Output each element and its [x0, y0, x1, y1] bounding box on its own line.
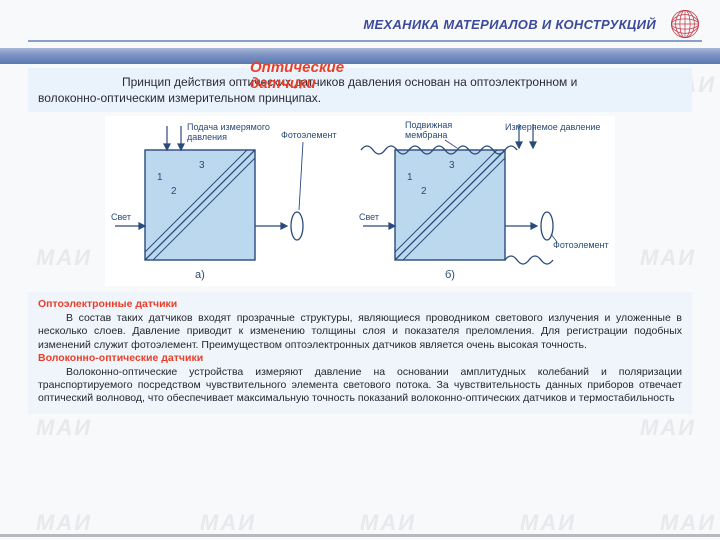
svg-text:Свет: Свет — [359, 212, 379, 222]
paragraph-1: В состав таких датчиков входят прозрачны… — [38, 312, 682, 351]
label-photoelement: Фотоэлемент — [281, 130, 337, 140]
header: МЕХАНИКА МАТЕРИАЛОВ И КОНСТРУКЦИЙ — [0, 0, 720, 48]
caption-a: а) — [195, 269, 205, 281]
svg-text:2: 2 — [171, 186, 177, 197]
svg-text:Фотоэлемент: Фотоэлемент — [553, 240, 609, 250]
svg-text:3: 3 — [199, 160, 205, 171]
label-measured-pressure: Измеряемое давление — [505, 122, 600, 132]
layer-label: 1 — [157, 172, 163, 183]
svg-text:3: 3 — [449, 160, 455, 171]
intro-block: Принцип действия оптических датчиков дав… — [28, 68, 692, 112]
logo-icon — [668, 7, 702, 41]
label-pressure-in: Подача измерямого — [187, 122, 270, 132]
header-title: МЕХАНИКА МАТЕРИАЛОВ И КОНСТРУКЦИЙ — [363, 17, 656, 32]
content: Принцип действия оптических датчиков дав… — [0, 68, 720, 414]
header-blue-bar — [0, 48, 720, 64]
body-block: Оптоэлектронные датчики В состав таких д… — [28, 292, 692, 414]
optical-sensor-diagram: 1 2 3 Подача измерямого давления Свет — [105, 116, 615, 286]
header-rule — [28, 40, 702, 42]
heading-1: Оптоэлектронные датчики — [38, 298, 177, 310]
intro-text2: волоконно-оптическим измерительном принц… — [38, 91, 321, 105]
page-title: Оптические датчики — [250, 60, 344, 92]
page-title-line1: Оптические — [250, 60, 344, 76]
svg-text:мембрана: мембрана — [405, 130, 447, 140]
label-membrane: Подвижная — [405, 120, 452, 130]
svg-text:2: 2 — [421, 186, 427, 197]
svg-text:1: 1 — [407, 172, 413, 183]
svg-text:давления: давления — [187, 132, 227, 142]
heading-2: Волоконно-оптические датчики — [38, 352, 203, 364]
intro-text: Принцип действия оптических датчиков дав… — [122, 75, 577, 89]
paragraph-2: Волоконно-оптические устройства измеряют… — [38, 366, 682, 405]
caption-b: б) — [445, 269, 455, 281]
label-light: Свет — [111, 212, 131, 222]
footer-rule — [0, 534, 720, 537]
diagram-wrap: 1 2 3 Подача измерямого давления Свет — [28, 116, 692, 286]
page-title-line2: датчики — [250, 76, 344, 92]
